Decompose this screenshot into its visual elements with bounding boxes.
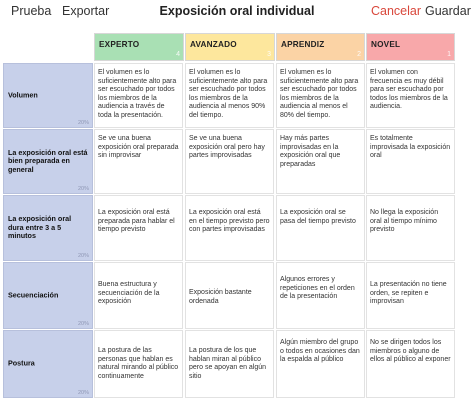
criterion-weight: 20% bbox=[77, 253, 89, 259]
descriptor-cell[interactable]: Exposición bastante ordenada bbox=[185, 262, 274, 329]
descriptor-text: El volumen con frecuencia es muy débil p… bbox=[370, 69, 448, 111]
criterion-posture[interactable]: Postura 20% bbox=[3, 330, 93, 398]
level-label: NOVEL bbox=[371, 40, 401, 49]
criterion-name: Secuenciación bbox=[8, 290, 59, 300]
toolbar: Prueba Exportar Exposición oral individu… bbox=[0, 0, 474, 24]
descriptor-text: Se ve una buena exposición oral preparad… bbox=[98, 135, 179, 160]
level-points: 4 bbox=[176, 51, 180, 58]
test-button[interactable]: Prueba bbox=[11, 4, 52, 18]
descriptor-text: El volumen es lo suficientemente alto pa… bbox=[98, 69, 177, 119]
descriptor-cell[interactable]: Buena estructura y secuenciación de la e… bbox=[94, 262, 183, 329]
criterion-name: Postura bbox=[8, 358, 35, 368]
level-header-novice[interactable]: NOVEL 1 bbox=[366, 33, 455, 61]
descriptor-text: Es totalmente improvisada la exposición … bbox=[370, 135, 451, 160]
level-label: AVANZADO bbox=[190, 40, 237, 49]
level-header-expert[interactable]: EXPERTO 4 bbox=[94, 33, 184, 61]
level-points: 3 bbox=[267, 51, 271, 58]
criterion-weight: 20% bbox=[77, 120, 89, 126]
descriptor-text: El volumen es lo suficientemente alto pa… bbox=[189, 69, 268, 119]
descriptor-text: La postura de las personas que hablan es… bbox=[98, 347, 179, 380]
descriptor-cell[interactable]: Se ve una buena exposición oral pero hay… bbox=[185, 129, 274, 194]
descriptor-cell[interactable]: La presentación no tiene orden, se repit… bbox=[366, 262, 455, 329]
cancel-button[interactable]: Cancelar bbox=[371, 4, 422, 18]
export-button[interactable]: Exportar bbox=[62, 4, 110, 18]
level-label: APRENDIZ bbox=[281, 40, 325, 49]
descriptor-cell[interactable]: La postura de las personas que hablan es… bbox=[94, 330, 183, 398]
descriptor-text: Algunos errores y repeticiones en el ord… bbox=[280, 276, 355, 301]
descriptor-cell[interactable]: El volumen es lo suficientemente alto pa… bbox=[94, 63, 183, 128]
descriptor-cell[interactable]: Algunos errores y repeticiones en el ord… bbox=[276, 262, 365, 329]
criterion-volume[interactable]: Volumen 20% bbox=[3, 63, 93, 128]
descriptor-text: La exposición oral se pasa del tiempo pr… bbox=[280, 209, 356, 225]
criterion-sequencing[interactable]: Secuenciación 20% bbox=[3, 262, 93, 329]
criterion-name: La exposición oral está bien preparada e… bbox=[8, 147, 88, 174]
descriptor-cell[interactable]: No llega la exposición oral al tiempo mí… bbox=[366, 195, 455, 261]
level-header-apprentice[interactable]: APRENDIZ 2 bbox=[276, 33, 365, 61]
descriptor-text: No se dirigen todos los miembros o algun… bbox=[370, 339, 451, 364]
descriptor-text: No llega la exposición oral al tiempo mí… bbox=[370, 209, 439, 234]
descriptor-text: Exposición bastante ordenada bbox=[189, 289, 252, 305]
descriptor-text: La presentación no tiene orden, se repit… bbox=[370, 281, 447, 306]
descriptor-text: La postura de los que hablan miran al pú… bbox=[189, 347, 267, 380]
descriptor-text: Buena estructura y secuenciación de la e… bbox=[98, 281, 160, 306]
criterion-name: La exposición oral dura entre 3 a 5 minu… bbox=[8, 214, 72, 241]
descriptor-cell[interactable]: Algún miembro del grupo o todos en ocasi… bbox=[276, 330, 365, 398]
descriptor-text: Hay más partes improvisadas en la exposi… bbox=[280, 135, 341, 168]
descriptor-cell[interactable]: El volumen es lo suficientemente alto pa… bbox=[276, 63, 365, 128]
criterion-duration[interactable]: La exposición oral dura entre 3 a 5 minu… bbox=[3, 195, 93, 261]
criterion-weight: 20% bbox=[77, 321, 89, 327]
descriptor-cell[interactable]: La exposición oral está preparada para h… bbox=[94, 195, 183, 261]
criterion-weight: 20% bbox=[77, 390, 89, 396]
descriptor-text: La exposición oral está en el tiempo pre… bbox=[189, 209, 270, 234]
descriptor-text: Algún miembro del grupo o todos en ocasi… bbox=[280, 339, 360, 364]
descriptor-cell[interactable]: La exposición oral está en el tiempo pre… bbox=[185, 195, 274, 261]
descriptor-cell[interactable]: Hay más partes improvisadas en la exposi… bbox=[276, 129, 365, 194]
criterion-name: Volumen bbox=[8, 90, 38, 100]
level-points: 1 bbox=[447, 51, 451, 58]
descriptor-cell[interactable]: El volumen con frecuencia es muy débil p… bbox=[366, 63, 455, 128]
descriptor-cell[interactable]: La postura de los que hablan miran al pú… bbox=[185, 330, 274, 398]
descriptor-cell[interactable]: La exposición oral se pasa del tiempo pr… bbox=[276, 195, 365, 261]
descriptor-text: La exposición oral está preparada para h… bbox=[98, 209, 175, 234]
descriptor-cell[interactable]: Es totalmente improvisada la exposición … bbox=[366, 129, 455, 194]
criterion-preparation[interactable]: La exposición oral está bien preparada e… bbox=[3, 129, 93, 194]
descriptor-text: El volumen es lo suficientemente alto pa… bbox=[280, 69, 359, 119]
descriptor-cell[interactable]: No se dirigen todos los miembros o algun… bbox=[366, 330, 455, 398]
criterion-weight: 20% bbox=[77, 186, 89, 192]
level-points: 2 bbox=[357, 51, 361, 58]
save-button[interactable]: Guardar bbox=[425, 4, 471, 18]
level-header-advanced[interactable]: AVANZADO 3 bbox=[185, 33, 275, 61]
descriptor-cell[interactable]: Se ve una buena exposición oral preparad… bbox=[94, 129, 183, 194]
descriptor-cell[interactable]: El volumen es lo suficientemente alto pa… bbox=[185, 63, 274, 128]
descriptor-text: Se ve una buena exposición oral pero hay… bbox=[189, 135, 265, 160]
level-label: EXPERTO bbox=[99, 40, 140, 49]
